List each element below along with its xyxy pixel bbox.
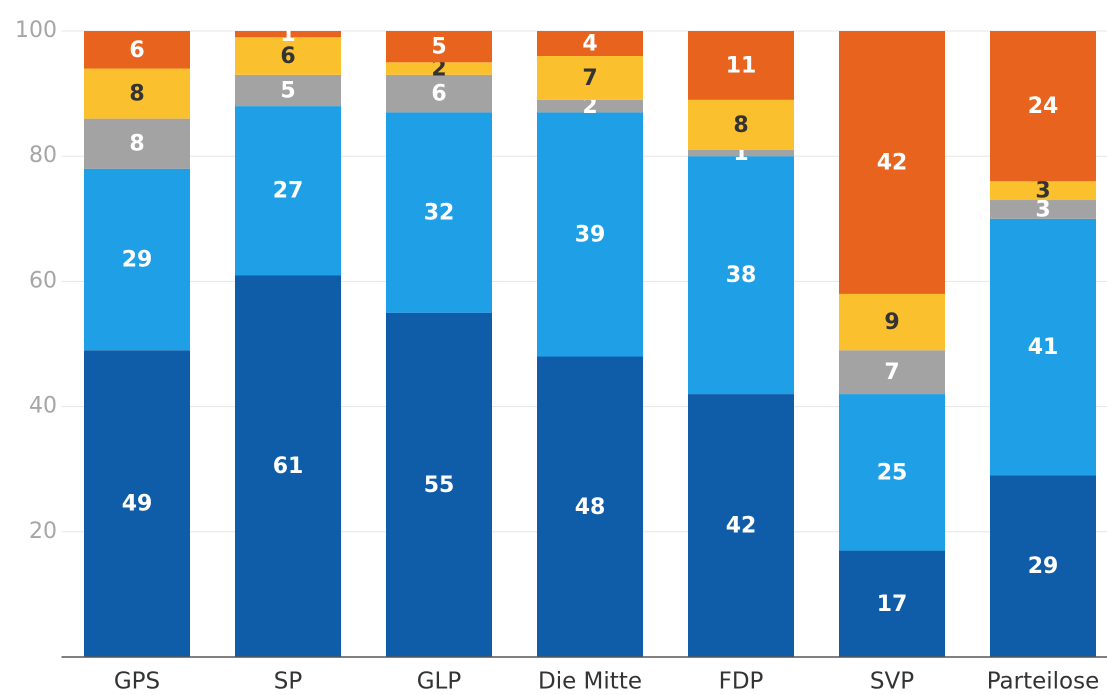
data-label: 6 <box>431 82 446 107</box>
data-label: 25 <box>877 460 908 485</box>
data-label: 1 <box>280 22 295 47</box>
bar-segment <box>839 31 945 294</box>
bar-segment <box>688 394 794 657</box>
data-label: 5 <box>431 35 446 60</box>
bar-segment <box>235 275 341 657</box>
bar-segment <box>688 99 794 150</box>
bar-segment <box>537 31 643 57</box>
data-label: 4 <box>582 32 597 57</box>
x-tick-label: Die Mitte <box>538 669 642 695</box>
data-label: 2 <box>582 94 597 119</box>
bar-segment <box>537 56 643 100</box>
data-label: 8 <box>733 113 748 138</box>
y-tick-label: 80 <box>29 143 57 168</box>
x-tick-label: GLP <box>417 669 462 695</box>
data-label: 27 <box>273 179 304 204</box>
bar-segment <box>235 31 341 38</box>
bar-segment <box>990 181 1096 201</box>
bar-segment <box>990 200 1096 219</box>
data-label: 2 <box>431 57 446 82</box>
data-label: 7 <box>884 360 899 385</box>
x-tick-label: SVP <box>870 669 914 695</box>
data-label: 5 <box>280 78 295 103</box>
bar-segment <box>235 74 341 107</box>
bar-segment <box>839 350 945 395</box>
x-tick-label: FDP <box>719 669 764 695</box>
y-tick-label: 40 <box>29 394 57 419</box>
bar-segment <box>84 31 190 69</box>
data-label: 55 <box>424 473 455 498</box>
y-tick-label: 100 <box>15 18 57 43</box>
data-label: 9 <box>884 310 899 335</box>
bar-segment <box>84 350 190 657</box>
data-label: 32 <box>424 201 455 226</box>
bar-segment <box>386 62 492 75</box>
bar-segment <box>84 118 190 169</box>
x-tick-label: Parteilose <box>987 669 1100 695</box>
bar-segment <box>839 293 945 351</box>
bar-segment <box>839 394 945 551</box>
data-label: 3 <box>1035 179 1050 204</box>
data-label: 29 <box>1028 554 1059 579</box>
x-tick-label: SP <box>274 669 303 695</box>
data-label: 42 <box>726 514 757 539</box>
data-label: 49 <box>122 492 153 517</box>
y-tick-label: 60 <box>29 268 57 293</box>
bar-segment <box>386 31 492 63</box>
bar-segment <box>235 106 341 276</box>
y-tick-label: 20 <box>29 519 57 544</box>
data-label: 7 <box>582 66 597 91</box>
data-label: 41 <box>1028 335 1059 360</box>
bar-segment <box>537 99 643 113</box>
bar-segment <box>688 156 794 395</box>
bar-segment <box>537 112 643 357</box>
bar-segment <box>84 168 190 351</box>
data-label: 48 <box>575 495 606 520</box>
data-label: 8 <box>129 82 144 107</box>
data-label: 39 <box>575 222 606 247</box>
bar-segment <box>235 37 341 75</box>
bar-segment <box>386 74 492 113</box>
data-label: 38 <box>726 263 757 288</box>
data-label: 3 <box>1035 197 1050 222</box>
data-label: 17 <box>877 592 908 617</box>
bar-segment <box>537 356 643 657</box>
bar-segment <box>386 312 492 657</box>
bar-segment <box>688 31 794 100</box>
data-label: 42 <box>877 150 908 175</box>
data-label: 24 <box>1028 94 1059 119</box>
bar-segment <box>990 218 1096 476</box>
bar-segment <box>84 68 190 119</box>
data-label: 11 <box>726 53 757 78</box>
bar-segment <box>688 149 794 157</box>
data-label: 61 <box>273 454 304 479</box>
bar-segment <box>839 550 945 657</box>
bar-segment <box>386 112 492 313</box>
bar-segment <box>990 31 1096 182</box>
bar-segment <box>990 475 1096 657</box>
data-label: 8 <box>129 132 144 157</box>
data-label: 6 <box>280 44 295 69</box>
data-label: 6 <box>129 38 144 63</box>
data-label: 29 <box>122 247 153 272</box>
x-tick-label: GPS <box>114 669 160 695</box>
